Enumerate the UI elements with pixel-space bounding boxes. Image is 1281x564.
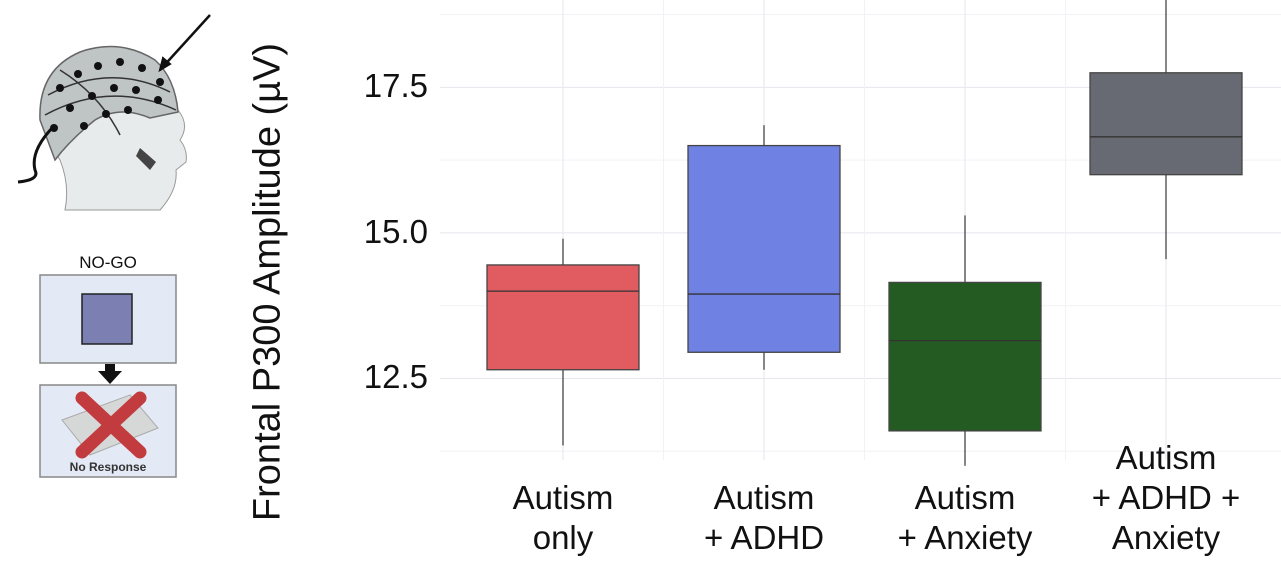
down-arrow-icon (98, 364, 122, 384)
x-category-label: Autism + ADHD + Anxiety (1071, 438, 1261, 558)
illustration-panel (17, 14, 211, 478)
x-category-label-line: Autism (914, 479, 1016, 516)
x-category-label: Autism only (468, 478, 658, 558)
x-category-label: Autism + ADHD (669, 478, 859, 558)
x-category-label-line: + ADHD + (1091, 479, 1241, 516)
y-tick-label: 12.5 (363, 358, 428, 396)
x-category-label-line: + Anxiety (897, 519, 1033, 556)
y-tick-label: 15.0 (363, 212, 428, 250)
x-category-label-line: + ADHD (703, 519, 825, 556)
box (1089, 72, 1243, 176)
pointer-arrow-icon (158, 14, 211, 73)
eeg-cap-head-icon (17, 45, 187, 211)
x-category-label-line: Autism (1115, 439, 1217, 476)
no-response-cross-icon (39, 384, 177, 478)
x-category-label-line: Autism (713, 479, 815, 516)
box (888, 281, 1042, 432)
nogo-label: NO-GO (79, 253, 137, 272)
x-category-label: Autism + Anxiety (870, 478, 1060, 558)
nogo-square-stimulus-icon (39, 274, 177, 364)
x-category-label-line: Autism (512, 479, 614, 516)
no-response-label: No Response (69, 460, 147, 474)
y-tick-label: 17.5 (363, 67, 428, 105)
box (687, 144, 841, 353)
box (486, 264, 640, 371)
x-category-label-line: Anxiety (1111, 519, 1221, 556)
x-category-label-line: only (532, 519, 594, 556)
